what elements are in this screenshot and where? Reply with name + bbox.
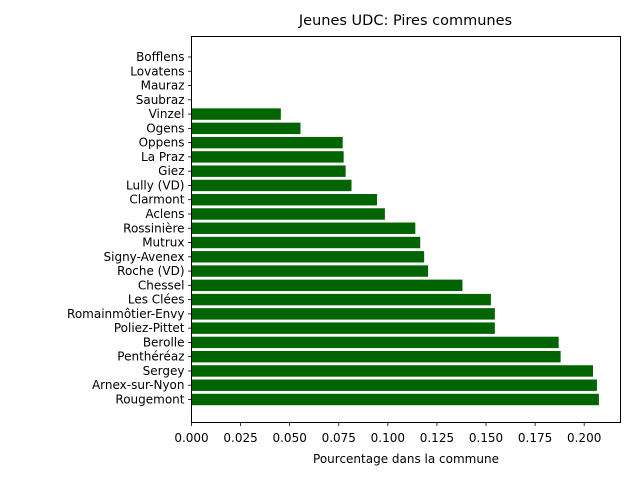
bar	[191, 393, 599, 406]
chart-title: Jeunes UDC: Pires communes	[298, 13, 512, 29]
y-tick-label: Sergey	[143, 364, 185, 378]
bar	[191, 208, 385, 220]
x-tick-label: 0.025	[223, 431, 257, 445]
x-axis-label: Pourcentage dans la commune	[313, 452, 499, 466]
y-tick-label: Mutrux	[142, 236, 184, 250]
y-tick-label: Ogens	[146, 121, 184, 135]
y-tick-label: Rougemont	[115, 393, 184, 407]
x-tick-label: 0.050	[272, 431, 306, 445]
y-tick-label: Penthéréaz	[117, 350, 184, 364]
y-tick-label: Rossinière	[123, 221, 184, 235]
x-tick-label: 0.000	[174, 431, 208, 445]
x-tick-label: 0.075	[322, 431, 356, 445]
y-tick-label: Poliez-Pittet	[114, 321, 185, 335]
bar	[191, 350, 561, 363]
y-tick-label: Roche (VD)	[117, 264, 184, 278]
y-tick-label: Berolle	[143, 335, 185, 349]
bar	[191, 165, 346, 177]
bar	[191, 108, 281, 120]
y-tick-label: Mauraz	[141, 79, 185, 93]
y-tick-label: Oppens	[139, 136, 185, 150]
bar	[191, 179, 352, 192]
bar	[191, 151, 344, 163]
y-tick-label: Saubraz	[136, 93, 185, 107]
y-tick-label: Signy-Avenex	[104, 250, 185, 264]
y-tick-label: Les Clées	[128, 293, 185, 307]
bar	[191, 251, 425, 263]
y-tick-label: Bofflens	[136, 50, 184, 64]
bar	[191, 336, 559, 349]
y-tick-label: Vinzel	[149, 107, 185, 121]
x-tick-label: 0.150	[469, 431, 503, 445]
plot-frame	[191, 36, 621, 423]
y-tick-label: Lovatens	[130, 64, 184, 78]
bar	[191, 379, 597, 391]
y-tick-label: Clarmont	[129, 193, 184, 207]
bar	[191, 322, 495, 334]
bars-group	[191, 108, 599, 406]
x-tick-label: 0.100	[371, 431, 405, 445]
y-tick-label: Giez	[158, 164, 184, 178]
x-tick-label: 0.125	[420, 431, 454, 445]
x-axis-ticks: 0.000 0.025 0.050 0.075 0.100 0.125 0.150 0.175…	[174, 422, 601, 445]
bar	[191, 265, 429, 277]
bar	[191, 236, 421, 249]
y-tick-label: Aclens	[145, 207, 184, 221]
bar	[191, 194, 378, 206]
x-tick-label: 0.200	[567, 431, 601, 445]
bar	[191, 122, 301, 135]
y-tick-label: Chessel	[138, 278, 185, 292]
bar	[191, 279, 463, 292]
bar	[191, 293, 491, 306]
y-axis-ticks: RougemontArnex-sur-NyonSergeyPenthéréazB…	[67, 50, 192, 407]
y-tick-label: Romainmôtier-Envy	[67, 307, 184, 321]
y-tick-label: La Praz	[141, 150, 184, 164]
bar	[191, 365, 594, 377]
bar	[191, 136, 343, 149]
x-tick-label: 0.175	[518, 431, 552, 445]
y-tick-label: Arnex-sur-Nyon	[92, 378, 185, 392]
bar	[191, 308, 495, 320]
y-tick-label: Lully (VD)	[126, 178, 184, 192]
bar	[191, 222, 416, 234]
